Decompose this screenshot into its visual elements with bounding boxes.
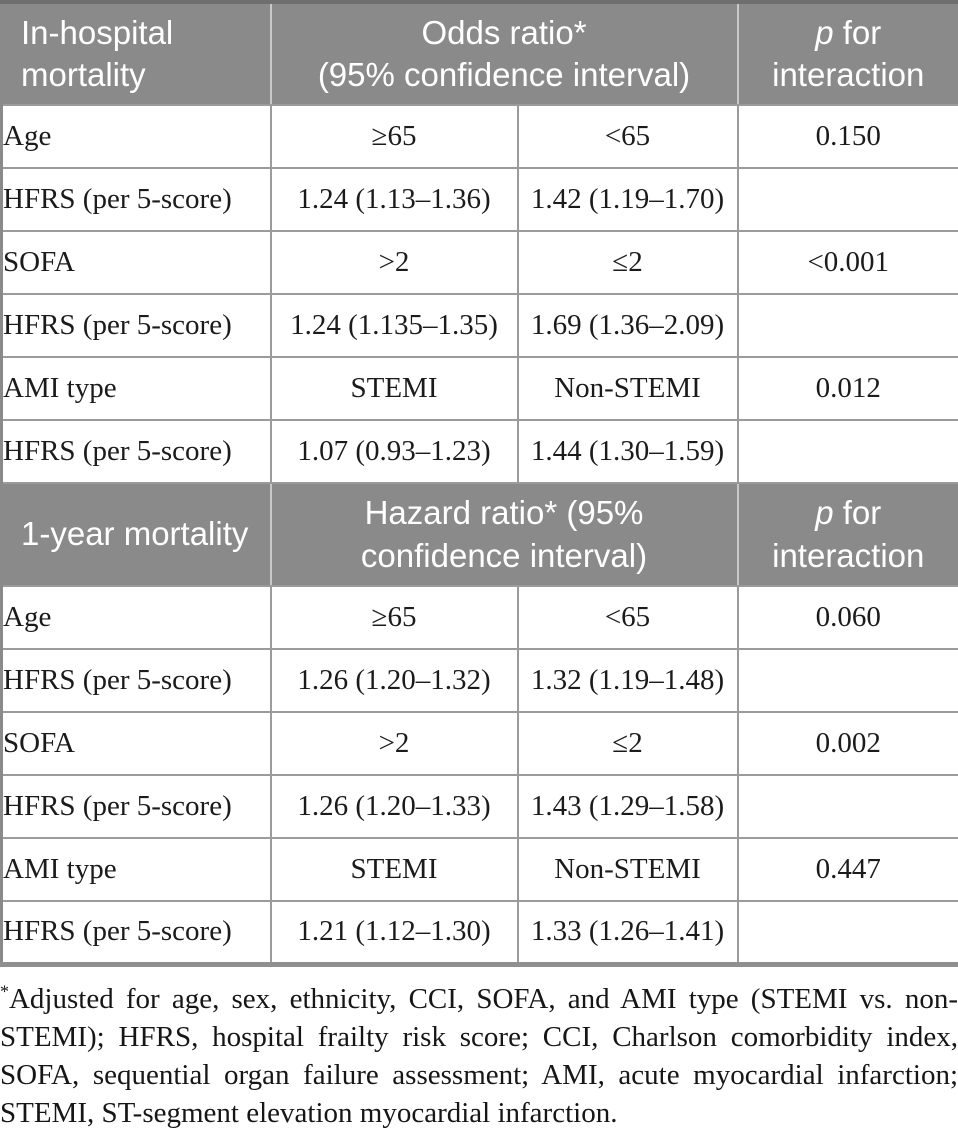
cell-subgroup-1: STEMI <box>271 838 518 901</box>
cell-subgroup-1: STEMI <box>271 357 518 420</box>
cell-p-value <box>738 168 958 231</box>
cell-variable: AMI type <box>2 357 271 420</box>
cell-subgroup-1: 1.07 (0.93–1.23) <box>271 420 518 483</box>
cell-variable: HFRS (per 5-score) <box>2 775 271 838</box>
p-symbol: p <box>815 14 833 51</box>
cell-p-value <box>738 775 958 838</box>
footnote-text: Adjusted for age, sex, ethnicity, CCI, S… <box>0 983 958 1129</box>
cell-subgroup-2: 1.32 (1.19–1.48) <box>518 649 738 712</box>
cell-subgroup-1: 1.21 (1.12–1.30) <box>271 901 518 964</box>
cell-variable: HFRS (per 5-score) <box>2 420 271 483</box>
section-title: 1-year mortality <box>2 483 271 586</box>
cell-variable: Age <box>2 586 271 649</box>
cell-p-value: 0.447 <box>738 838 958 901</box>
cell-subgroup-1: ≥65 <box>271 586 518 649</box>
p-interaction-header: p for interaction <box>738 2 958 105</box>
cell-subgroup-1: 1.26 (1.20–1.33) <box>271 775 518 838</box>
ratio-column-header: Hazard ratio* (95%confidence interval) <box>271 483 738 586</box>
p-header-rest: for interaction <box>772 14 924 93</box>
cell-subgroup-2: 1.43 (1.29–1.58) <box>518 775 738 838</box>
cell-subgroup-1: >2 <box>271 231 518 294</box>
ratio-header-text: Odds ratio*(95% confidence interval) <box>318 12 690 96</box>
section-title: In-hospital mortality <box>2 2 271 105</box>
cell-p-value: 0.060 <box>738 586 958 649</box>
cell-subgroup-2: Non-STEMI <box>518 838 738 901</box>
cell-subgroup-2: 1.44 (1.30–1.59) <box>518 420 738 483</box>
cell-variable: SOFA <box>2 231 271 294</box>
cell-p-value: 0.002 <box>738 712 958 775</box>
cell-subgroup-2: <65 <box>518 586 738 649</box>
cell-subgroup-2: 1.33 (1.26–1.41) <box>518 901 738 964</box>
cell-subgroup-2: ≤2 <box>518 712 738 775</box>
section-one-year-mortality: 1-year mortality Hazard ratio* (95%confi… <box>2 483 958 964</box>
cell-p-value: 0.012 <box>738 357 958 420</box>
cell-variable: HFRS (per 5-score) <box>2 901 271 964</box>
cell-subgroup-1: 1.26 (1.20–1.32) <box>271 649 518 712</box>
cell-subgroup-1: >2 <box>271 712 518 775</box>
cell-subgroup-1: 1.24 (1.13–1.36) <box>271 168 518 231</box>
table-row: HFRS (per 5-score)1.24 (1.13–1.36)1.42 (… <box>2 168 958 231</box>
cell-p-value <box>738 420 958 483</box>
cell-variable: HFRS (per 5-score) <box>2 649 271 712</box>
cell-subgroup-2: ≤2 <box>518 231 738 294</box>
cell-variable: SOFA <box>2 712 271 775</box>
cell-subgroup-2: <65 <box>518 105 738 168</box>
table-row: HFRS (per 5-score)1.07 (0.93–1.23)1.44 (… <box>2 420 958 483</box>
results-table: In-hospital mortality Odds ratio*(95% co… <box>0 0 958 967</box>
section-in-hospital-mortality: In-hospital mortality Odds ratio*(95% co… <box>2 2 958 483</box>
cell-variable: AMI type <box>2 838 271 901</box>
cell-p-value <box>738 649 958 712</box>
cell-p-value: 0.150 <box>738 105 958 168</box>
table-row: HFRS (per 5-score)1.26 (1.20–1.32)1.32 (… <box>2 649 958 712</box>
p-symbol: p <box>815 494 833 531</box>
cell-variable: Age <box>2 105 271 168</box>
p-interaction-header: p for interaction <box>738 483 958 586</box>
cell-p-value: <0.001 <box>738 231 958 294</box>
table-row: HFRS (per 5-score)1.21 (1.12–1.30)1.33 (… <box>2 901 958 964</box>
cell-subgroup-1: ≥65 <box>271 105 518 168</box>
cell-subgroup-2: 1.42 (1.19–1.70) <box>518 168 738 231</box>
cell-variable: HFRS (per 5-score) <box>2 168 271 231</box>
footnote-marker: * <box>0 981 9 1001</box>
cell-p-value <box>738 901 958 964</box>
table-row: SOFA>2≤2<0.001 <box>2 231 958 294</box>
table-row: HFRS (per 5-score)1.24 (1.135–1.35)1.69 … <box>2 294 958 357</box>
p-header-rest: for interaction <box>772 494 924 573</box>
section-header-row: 1-year mortality Hazard ratio* (95%confi… <box>2 483 958 586</box>
cell-p-value <box>738 294 958 357</box>
section-header-row: In-hospital mortality Odds ratio*(95% co… <box>2 2 958 105</box>
ratio-header-text: Hazard ratio* (95%confidence interval) <box>361 492 647 576</box>
cell-subgroup-1: 1.24 (1.135–1.35) <box>271 294 518 357</box>
table-footnote: *Adjusted for age, sex, ethnicity, CCI, … <box>0 980 958 1132</box>
table-row: HFRS (per 5-score)1.26 (1.20–1.33)1.43 (… <box>2 775 958 838</box>
cell-subgroup-2: 1.69 (1.36–2.09) <box>518 294 738 357</box>
cell-subgroup-2: Non-STEMI <box>518 357 738 420</box>
ratio-column-header: Odds ratio*(95% confidence interval) <box>271 2 738 105</box>
cell-variable: HFRS (per 5-score) <box>2 294 271 357</box>
